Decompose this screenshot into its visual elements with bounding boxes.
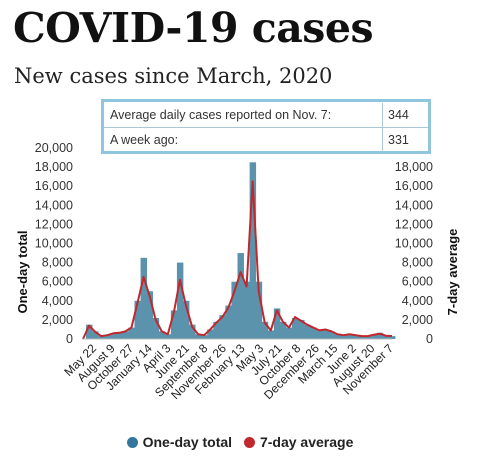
bar bbox=[110, 333, 117, 339]
legend-label-one-day: One-day total bbox=[142, 434, 233, 450]
bar bbox=[116, 332, 123, 339]
bar bbox=[98, 336, 105, 339]
bar bbox=[104, 335, 111, 339]
y-tick-right: 8,000 bbox=[402, 256, 433, 270]
y-tick-right: 10,000 bbox=[395, 237, 433, 251]
legend: One-day total 7-day average bbox=[0, 434, 480, 450]
y-tick-right: 14,000 bbox=[395, 198, 433, 212]
legend-label-seven-day: 7-day average bbox=[259, 434, 354, 450]
bar bbox=[340, 335, 347, 339]
y-tick-right: 2,000 bbox=[402, 313, 433, 327]
stats-row-current: Average daily cases reported on Nov. 7: … bbox=[104, 103, 428, 128]
bar bbox=[382, 335, 390, 339]
bar bbox=[152, 317, 160, 339]
bar bbox=[316, 330, 323, 339]
y-tick-right: 16,000 bbox=[395, 179, 433, 193]
stats-box: Average daily cases reported on Nov. 7: … bbox=[101, 99, 431, 154]
legend-dot-seven-day bbox=[243, 437, 255, 448]
stats-label-week-ago: A week ago: bbox=[104, 128, 383, 152]
seven-day-average-line bbox=[82, 180, 393, 340]
y-tick-right: 18,000 bbox=[395, 160, 433, 174]
legend-item-seven-day: 7-day average bbox=[243, 434, 354, 450]
bar bbox=[310, 327, 317, 339]
bar bbox=[352, 335, 360, 339]
bar-series bbox=[86, 162, 396, 340]
bar bbox=[182, 300, 190, 339]
legend-dot-one-day bbox=[126, 437, 138, 448]
y-tick-left: 18,000 bbox=[35, 160, 73, 174]
y-axis-left: 20,000 18,000 16,000 14,000 12,000 10,000 8,00… bbox=[35, 141, 73, 346]
bar bbox=[213, 321, 220, 339]
y-tick-right: 0 bbox=[426, 332, 433, 346]
stats-row-week-ago: A week ago: 331 bbox=[104, 128, 428, 152]
bar bbox=[189, 324, 196, 339]
bar bbox=[376, 332, 384, 339]
bar bbox=[207, 329, 214, 339]
bar bbox=[292, 317, 299, 339]
bar bbox=[164, 334, 172, 339]
y-tick-left: 6,000 bbox=[42, 275, 73, 289]
bar bbox=[92, 331, 99, 339]
bar bbox=[273, 308, 281, 339]
bar bbox=[285, 327, 293, 339]
y-axis-label-right: 7-day average bbox=[445, 229, 460, 316]
page-subtitle: New cases since March, 2020 bbox=[14, 64, 333, 88]
y-tick-left: 12,000 bbox=[35, 217, 73, 231]
y-tick-left: 14,000 bbox=[35, 198, 73, 212]
y-tick-left: 2,000 bbox=[42, 313, 73, 327]
bar bbox=[298, 319, 305, 339]
line-series bbox=[82, 180, 393, 340]
bar bbox=[364, 336, 372, 339]
bar bbox=[128, 327, 135, 339]
cases-chart: One-day total 7-day average 20,000 18,000… bbox=[15, 141, 460, 402]
bar bbox=[219, 315, 226, 340]
bar bbox=[358, 336, 366, 339]
bar bbox=[122, 331, 129, 339]
y-axis-right: 18,000 16,000 14,000 12,000 10,000 8,000 6,000… bbox=[395, 160, 433, 346]
stats-label-current: Average daily cases reported on Nov. 7: bbox=[104, 103, 383, 127]
y-tick-right: 6,000 bbox=[402, 275, 433, 289]
y-tick-left: 10,000 bbox=[35, 237, 73, 251]
bar bbox=[170, 310, 178, 339]
stats-value-week-ago: 331 bbox=[388, 133, 409, 147]
bar bbox=[146, 291, 154, 339]
page-title: COVID-19 cases bbox=[13, 4, 374, 52]
y-tick-left: 8,000 bbox=[42, 256, 73, 270]
bar bbox=[388, 336, 396, 339]
bar bbox=[267, 330, 275, 339]
y-tick-left: 20,000 bbox=[35, 141, 73, 155]
bar bbox=[370, 334, 378, 339]
bar bbox=[261, 321, 269, 339]
y-tick-left: 4,000 bbox=[42, 294, 73, 308]
bar bbox=[334, 334, 341, 339]
bar bbox=[231, 281, 238, 339]
y-tick-left: 0 bbox=[66, 332, 73, 346]
bar bbox=[134, 300, 141, 339]
legend-item-one-day: One-day total bbox=[126, 434, 233, 450]
y-axis-label-left: One-day total bbox=[15, 230, 30, 313]
bar bbox=[158, 331, 166, 339]
bar bbox=[140, 257, 148, 339]
y-tick-right: 12,000 bbox=[395, 217, 433, 231]
bar bbox=[225, 305, 232, 339]
bar bbox=[201, 335, 208, 339]
bar bbox=[243, 281, 251, 339]
stats-value-current: 344 bbox=[388, 108, 409, 122]
bar bbox=[322, 329, 329, 339]
bar bbox=[176, 262, 184, 339]
y-tick-left: 16,000 bbox=[35, 179, 73, 193]
bar bbox=[304, 324, 311, 339]
bar bbox=[86, 324, 93, 339]
bar bbox=[195, 334, 202, 339]
bar bbox=[279, 321, 287, 339]
bar bbox=[255, 281, 263, 339]
bar bbox=[328, 331, 335, 339]
bar bbox=[249, 162, 257, 339]
bar bbox=[346, 334, 354, 339]
y-tick-right: 4,000 bbox=[402, 294, 433, 308]
bar bbox=[237, 253, 244, 339]
